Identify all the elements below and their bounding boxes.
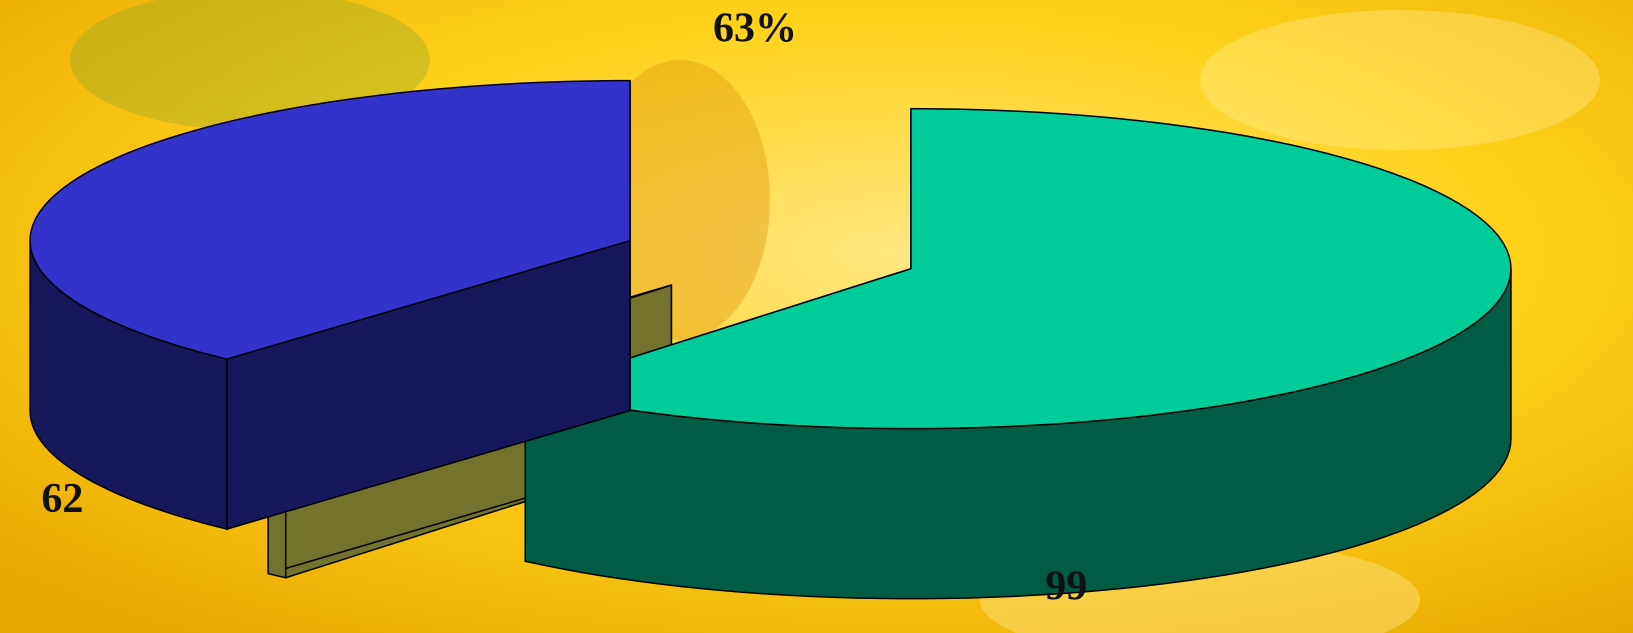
- slice-top: [29, 79, 631, 360]
- data-label: 62: [41, 476, 83, 522]
- slice-top: [522, 107, 1512, 430]
- annotation: 63%: [713, 6, 797, 52]
- data-label: 99: [1045, 564, 1087, 610]
